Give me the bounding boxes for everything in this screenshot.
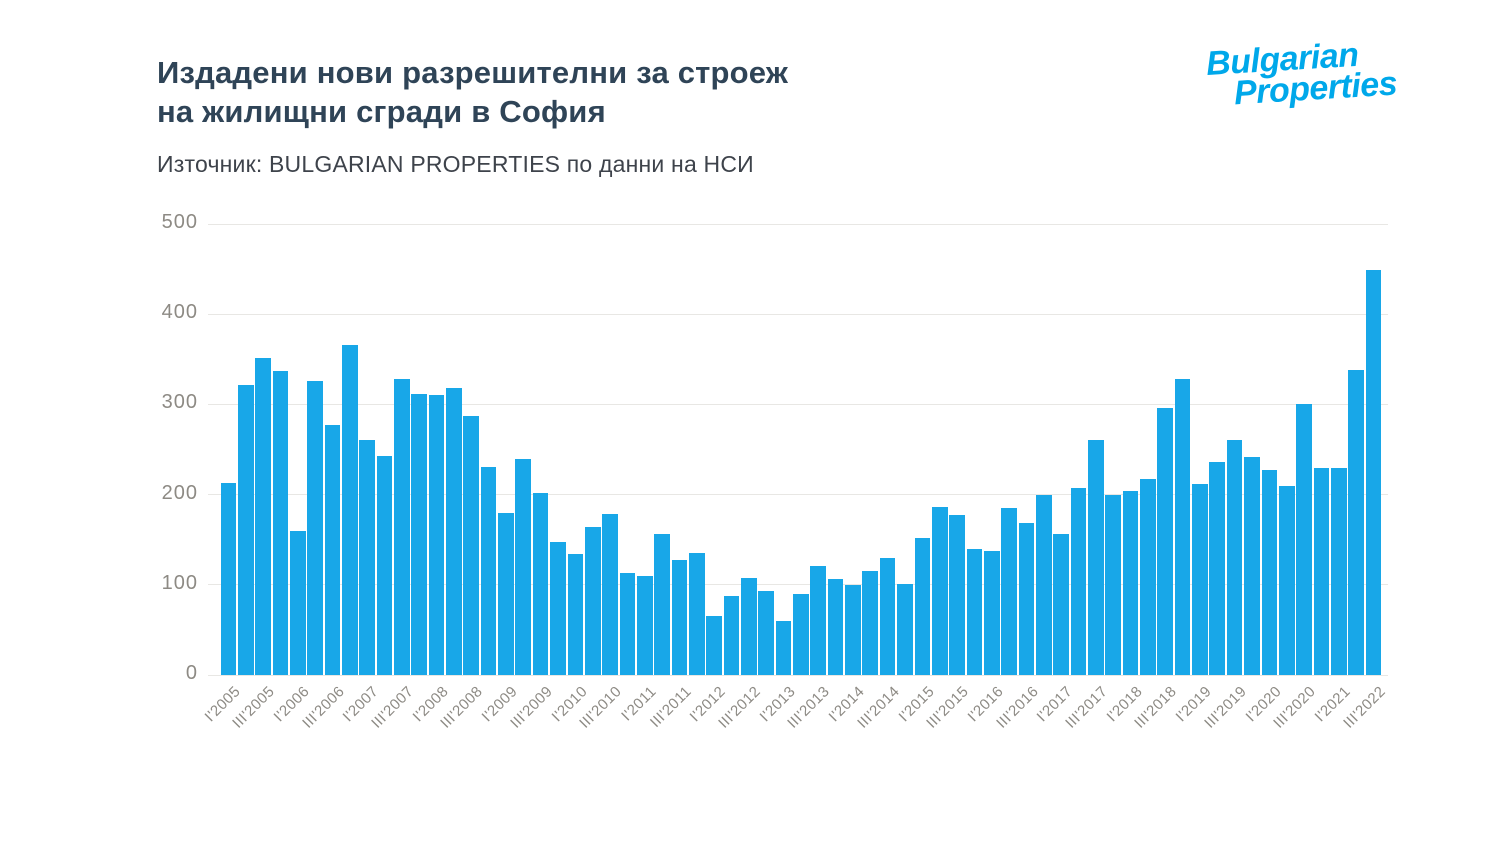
- bar: [289, 530, 306, 675]
- bar: [324, 425, 341, 675]
- bar: [949, 515, 965, 675]
- bar: [463, 416, 480, 675]
- bar: [897, 583, 913, 675]
- page-title: Издадени нови разрешителни за строеж на …: [157, 53, 788, 131]
- bar: [1053, 534, 1069, 675]
- bar: [931, 507, 948, 675]
- bar: [376, 455, 393, 675]
- bar: [1122, 491, 1139, 675]
- bar: [498, 512, 514, 675]
- bar: [411, 394, 428, 675]
- bar: [654, 534, 670, 675]
- bar: [966, 548, 983, 675]
- bar: [307, 380, 323, 675]
- gridline: [208, 584, 1388, 586]
- bar: [810, 565, 827, 675]
- bar: [446, 388, 462, 675]
- gridline: [208, 223, 1388, 225]
- bar: [1365, 270, 1382, 675]
- y-tick-label: 500: [161, 211, 198, 233]
- bar: [1209, 462, 1226, 675]
- bar: [394, 379, 410, 675]
- bar: [1105, 494, 1122, 675]
- bar: [584, 527, 601, 675]
- bar: [671, 559, 688, 675]
- bar: [341, 344, 358, 675]
- bar: [636, 575, 653, 675]
- y-tick-label: 300: [161, 391, 198, 414]
- bar: [793, 593, 809, 675]
- gridline: [208, 403, 1388, 405]
- bar: [480, 466, 497, 675]
- bar: [1140, 479, 1156, 675]
- bar: [550, 541, 566, 675]
- bar: [1330, 468, 1347, 675]
- y-tick-label: 200: [161, 481, 198, 504]
- bar: [723, 595, 740, 675]
- bar: [1278, 486, 1295, 675]
- y-tick-label: 400: [161, 301, 198, 324]
- bar: [1157, 408, 1174, 675]
- bar: [827, 579, 844, 675]
- bar: [255, 358, 271, 675]
- bar: [1035, 494, 1052, 675]
- bar: [1088, 439, 1104, 675]
- bar: [602, 514, 618, 675]
- bar: [1348, 370, 1364, 675]
- bar: [532, 492, 549, 675]
- y-tick-label: 0: [185, 662, 198, 684]
- bar: [515, 458, 532, 675]
- bar: [775, 620, 792, 675]
- gridline: [208, 494, 1388, 496]
- bar: [862, 571, 879, 675]
- bar: [879, 557, 896, 675]
- y-tick-label: 100: [161, 571, 198, 594]
- bar: [688, 553, 705, 675]
- bar: [706, 616, 722, 675]
- bar: [758, 591, 775, 675]
- bar: [1296, 404, 1312, 675]
- bar: [1018, 522, 1035, 675]
- bar: [914, 537, 931, 675]
- title-line2: на жилищни сгради в София: [157, 94, 606, 129]
- bar: [1070, 488, 1087, 675]
- bar: [741, 577, 757, 675]
- title-line1: Издадени нови разрешителни за строеж: [157, 55, 789, 90]
- bar: [428, 395, 445, 675]
- plot-area: [208, 223, 1388, 676]
- bar: [1001, 508, 1017, 675]
- bar: [1192, 483, 1208, 675]
- source-note: Източник: BULGARIAN PROPERTIES по данни …: [157, 151, 754, 177]
- bar: [1174, 379, 1191, 675]
- bar: [1226, 439, 1243, 675]
- bar: [1261, 470, 1278, 675]
- bar: [272, 371, 289, 675]
- bar: [845, 584, 861, 675]
- bar: [567, 554, 584, 675]
- bar: [983, 550, 1000, 675]
- bar: [359, 439, 375, 675]
- bar: [220, 482, 237, 675]
- bar: [1313, 468, 1330, 675]
- bar: [1244, 456, 1260, 675]
- gridline: [208, 674, 1388, 676]
- bar: [237, 384, 254, 675]
- bar: [619, 573, 636, 675]
- bars-container: [208, 224, 1388, 675]
- gridline: [208, 313, 1388, 315]
